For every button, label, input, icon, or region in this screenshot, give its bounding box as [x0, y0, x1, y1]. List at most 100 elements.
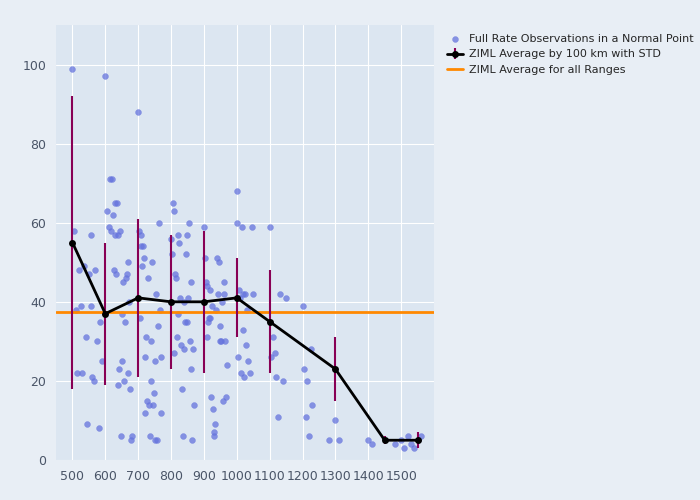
- Full Rate Observations in a Normal Point: [126, 432, 137, 440]
- Full Rate Observations in a Normal Point: [125, 385, 136, 393]
- Full Rate Observations in a Normal Point: [212, 290, 223, 298]
- Full Rate Observations in a Normal Point: [203, 314, 214, 322]
- Full Rate Observations in a Normal Point: [85, 302, 96, 310]
- Full Rate Observations in a Normal Point: [233, 353, 244, 361]
- Full Rate Observations in a Normal Point: [122, 258, 134, 266]
- Full Rate Observations in a Normal Point: [211, 254, 223, 262]
- Full Rate Observations in a Normal Point: [153, 322, 164, 330]
- Full Rate Observations in a Normal Point: [299, 365, 310, 373]
- Full Rate Observations in a Normal Point: [206, 392, 217, 400]
- Full Rate Observations in a Normal Point: [118, 278, 129, 286]
- Full Rate Observations in a Normal Point: [186, 365, 197, 373]
- Full Rate Observations in a Normal Point: [277, 377, 288, 385]
- Full Rate Observations in a Normal Point: [145, 377, 156, 385]
- Full Rate Observations in a Normal Point: [166, 250, 177, 258]
- Full Rate Observations in a Normal Point: [238, 290, 249, 298]
- Full Rate Observations in a Normal Point: [150, 357, 161, 365]
- Full Rate Observations in a Normal Point: [120, 318, 131, 326]
- Full Rate Observations in a Normal Point: [180, 250, 191, 258]
- Full Rate Observations in a Normal Point: [204, 286, 216, 294]
- Full Rate Observations in a Normal Point: [300, 412, 312, 420]
- Full Rate Observations in a Normal Point: [271, 373, 282, 381]
- Full Rate Observations in a Normal Point: [142, 396, 153, 404]
- Full Rate Observations in a Normal Point: [87, 373, 98, 381]
- Full Rate Observations in a Normal Point: [178, 346, 189, 354]
- Full Rate Observations in a Normal Point: [211, 306, 222, 314]
- Full Rate Observations in a Normal Point: [86, 230, 97, 238]
- Full Rate Observations in a Normal Point: [149, 436, 160, 444]
- Full Rate Observations in a Normal Point: [201, 282, 212, 290]
- Full Rate Observations in a Normal Point: [150, 290, 162, 298]
- Full Rate Observations in a Normal Point: [69, 226, 80, 234]
- Full Rate Observations in a Normal Point: [148, 400, 159, 408]
- Full Rate Observations in a Normal Point: [182, 230, 193, 238]
- Full Rate Observations in a Normal Point: [235, 369, 246, 377]
- Full Rate Observations in a Normal Point: [93, 424, 104, 432]
- Full Rate Observations in a Normal Point: [244, 369, 256, 377]
- Full Rate Observations in a Normal Point: [179, 318, 190, 326]
- Full Rate Observations in a Normal Point: [231, 187, 242, 195]
- Full Rate Observations in a Normal Point: [92, 338, 103, 345]
- Full Rate Observations in a Normal Point: [267, 334, 279, 342]
- Full Rate Observations in a Normal Point: [402, 432, 413, 440]
- Full Rate Observations in a Normal Point: [82, 420, 93, 428]
- Full Rate Observations in a Normal Point: [83, 270, 94, 278]
- Full Rate Observations in a Normal Point: [200, 278, 211, 286]
- Full Rate Observations in a Normal Point: [113, 381, 124, 389]
- Full Rate Observations in a Normal Point: [122, 369, 133, 377]
- Full Rate Observations in a Normal Point: [216, 338, 227, 345]
- Full Rate Observations in a Normal Point: [302, 377, 313, 385]
- Full Rate Observations in a Normal Point: [234, 294, 246, 302]
- Full Rate Observations in a Normal Point: [304, 432, 315, 440]
- Full Rate Observations in a Normal Point: [165, 234, 176, 242]
- Full Rate Observations in a Normal Point: [74, 266, 85, 274]
- Full Rate Observations in a Normal Point: [132, 108, 144, 116]
- Full Rate Observations in a Normal Point: [90, 266, 101, 274]
- Full Rate Observations in a Normal Point: [239, 373, 250, 381]
- Full Rate Observations in a Normal Point: [169, 270, 181, 278]
- Full Rate Observations in a Normal Point: [173, 310, 184, 318]
- Full Rate Observations in a Normal Point: [363, 436, 374, 444]
- Full Rate Observations in a Normal Point: [116, 432, 127, 440]
- Full Rate Observations in a Normal Point: [177, 432, 188, 440]
- Full Rate Observations in a Normal Point: [234, 286, 245, 294]
- Full Rate Observations in a Normal Point: [125, 436, 136, 444]
- Full Rate Observations in a Normal Point: [108, 266, 119, 274]
- Full Rate Observations in a Normal Point: [213, 258, 224, 266]
- Full Rate Observations in a Normal Point: [218, 278, 229, 286]
- Full Rate Observations in a Normal Point: [330, 416, 341, 424]
- Full Rate Observations in a Normal Point: [185, 338, 196, 345]
- Full Rate Observations in a Normal Point: [136, 262, 148, 270]
- Full Rate Observations in a Normal Point: [272, 412, 284, 420]
- Full Rate Observations in a Normal Point: [202, 334, 213, 342]
- Full Rate Observations in a Normal Point: [134, 314, 146, 322]
- Full Rate Observations in a Normal Point: [104, 175, 116, 183]
- Full Rate Observations in a Normal Point: [183, 294, 194, 302]
- Full Rate Observations in a Normal Point: [172, 334, 183, 342]
- Full Rate Observations in a Normal Point: [97, 357, 108, 365]
- Full Rate Observations in a Normal Point: [202, 318, 214, 326]
- Full Rate Observations in a Normal Point: [110, 270, 121, 278]
- Full Rate Observations in a Normal Point: [243, 357, 254, 365]
- Full Rate Observations in a Normal Point: [154, 306, 165, 314]
- Full Rate Observations in a Normal Point: [188, 346, 199, 354]
- Full Rate Observations in a Normal Point: [174, 294, 186, 302]
- Full Rate Observations in a Normal Point: [144, 432, 155, 440]
- Full Rate Observations in a Normal Point: [146, 338, 157, 345]
- Full Rate Observations in a Normal Point: [218, 396, 229, 404]
- Full Rate Observations in a Normal Point: [209, 432, 220, 440]
- Full Rate Observations in a Normal Point: [146, 258, 158, 266]
- Full Rate Observations in a Normal Point: [120, 274, 132, 282]
- Full Rate Observations in a Normal Point: [198, 222, 209, 230]
- Full Rate Observations in a Normal Point: [137, 242, 148, 250]
- Full Rate Observations in a Normal Point: [175, 342, 186, 349]
- Full Rate Observations in a Normal Point: [240, 342, 251, 349]
- Full Rate Observations in a Normal Point: [94, 318, 106, 326]
- Full Rate Observations in a Normal Point: [264, 222, 275, 230]
- Full Rate Observations in a Normal Point: [181, 318, 193, 326]
- Full Rate Observations in a Normal Point: [113, 365, 125, 373]
- Full Rate Observations in a Normal Point: [237, 326, 248, 334]
- Full Rate Observations in a Normal Point: [140, 408, 151, 416]
- Full Rate Observations in a Normal Point: [155, 408, 167, 416]
- Full Rate Observations in a Normal Point: [281, 294, 292, 302]
